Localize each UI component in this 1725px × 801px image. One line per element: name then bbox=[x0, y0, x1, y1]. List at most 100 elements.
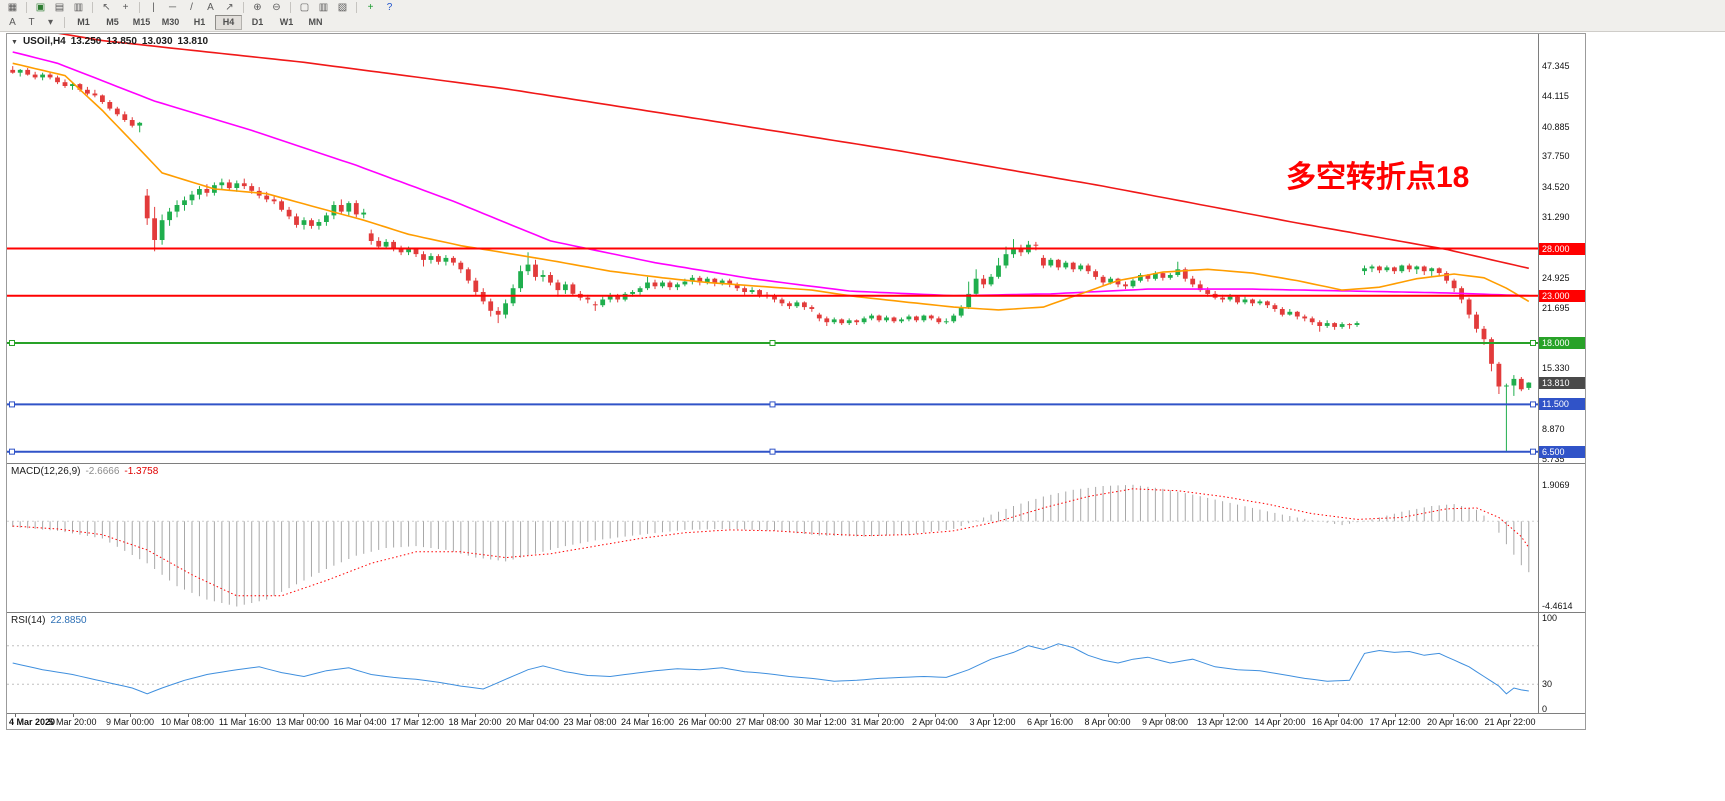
time-label: 6 Apr 16:00 bbox=[1026, 717, 1074, 727]
toolbar: ▦ ▣ ▤ ▥ ↖ + | ─ / A ↗ ⊕ ⊖ ▢ ▥ ▧ +? A T ▾ M1 M5 M15 M30 H1 H4 D1 W1… bbox=[0, 0, 1725, 32]
time-tick-mark bbox=[417, 714, 419, 717]
ma-fast-orange-line bbox=[12, 62, 1530, 311]
macd-scale[interactable]: 1.9069 -4.4614 bbox=[1538, 464, 1585, 612]
line-handle[interactable] bbox=[769, 401, 776, 408]
line-handle[interactable] bbox=[1530, 401, 1536, 408]
line-handle[interactable] bbox=[769, 448, 776, 455]
time-label: 27 Mar 08:00 bbox=[735, 717, 790, 727]
time-label: 16 Mar 04:00 bbox=[333, 717, 387, 727]
macd-panel[interactable]: MACD(12,26,9) -2.6666 -1.3758 1.9069 -4.461… bbox=[7, 464, 1585, 613]
timeframe-h4-button[interactable]: H4 bbox=[215, 15, 242, 30]
main-chart-canvas[interactable] bbox=[7, 34, 1538, 463]
time-tick-mark bbox=[1452, 714, 1454, 717]
rsi-canvas[interactable] bbox=[7, 613, 1538, 713]
price-scale[interactable]: 47.345 44.115 40.885 37.750 34.520 31.290 24.9… bbox=[1538, 34, 1585, 463]
price-line-badge: 11.500 bbox=[1539, 398, 1585, 410]
macd-signal-value: -1.3758 bbox=[124, 466, 159, 477]
menu-grid-icon[interactable]: ▦ bbox=[7, 2, 18, 13]
time-label: 13 Apr 12:00 bbox=[1196, 717, 1249, 727]
support-line-18[interactable] bbox=[7, 339, 1538, 346]
cursor-icon[interactable]: ↖ bbox=[102, 2, 111, 13]
support-line-6-5[interactable] bbox=[7, 448, 1538, 455]
zoom-in-icon[interactable]: ⊕ bbox=[253, 2, 262, 13]
timeframe-m5-button[interactable]: M5 bbox=[106, 17, 119, 27]
open-value: 13.250 bbox=[70, 36, 102, 47]
support-line-11-5[interactable] bbox=[7, 401, 1538, 408]
timeframe-m1-button[interactable]: M1 bbox=[77, 17, 90, 27]
timeframe-h1-button[interactable]: H1 bbox=[193, 17, 206, 27]
time-label: 11 Mar 16:00 bbox=[218, 717, 272, 727]
time-label: 2 Apr 04:00 bbox=[911, 717, 959, 727]
time-tick-mark bbox=[532, 714, 534, 717]
line-handle[interactable] bbox=[1530, 339, 1536, 346]
rsi-scale-tick: 100 bbox=[1542, 613, 1558, 623]
zoom-out-icon[interactable]: ⊖ bbox=[272, 2, 281, 13]
time-tick-mark bbox=[705, 714, 706, 717]
new-order-icon[interactable]: ▣ bbox=[35, 2, 46, 13]
price-tick: 37.750 bbox=[1542, 151, 1570, 162]
arrow-object-icon[interactable]: ↗ bbox=[225, 2, 234, 13]
time-label: 9 Apr 08:00 bbox=[1141, 717, 1189, 727]
toolbar-separator bbox=[243, 2, 244, 13]
time-label: 18 Mar 20:00 bbox=[448, 717, 502, 727]
macd-scale-tick: -4.4614 bbox=[1542, 601, 1573, 612]
main-chart-panel[interactable]: ▼ USOil,H4 13.250 13.850 13.030 13.810 多空转折点1… bbox=[7, 34, 1585, 464]
price-tick: 40.885 bbox=[1542, 121, 1570, 132]
rsi-value: 22.8850 bbox=[50, 615, 87, 626]
line-handle[interactable] bbox=[769, 339, 776, 346]
time-label: 31 Mar 20:00 bbox=[850, 717, 905, 727]
time-label: 8 Apr 00:00 bbox=[1084, 717, 1131, 727]
text-label-icon[interactable]: A bbox=[207, 2, 214, 13]
quick-trade-arrow-icon[interactable]: ▼ bbox=[11, 39, 18, 46]
profiles-icon[interactable]: ▥ bbox=[73, 2, 84, 13]
timeframe-d1-button[interactable]: D1 bbox=[251, 17, 264, 27]
chart-window-icon[interactable]: ▤ bbox=[54, 2, 65, 13]
ma-medium-magenta-line bbox=[12, 51, 1529, 297]
typography-tool-icon[interactable]: T bbox=[28, 17, 35, 28]
timeframe-m15-button[interactable]: M15 bbox=[132, 17, 151, 27]
rsi-scale-tick: 30 bbox=[1542, 679, 1553, 690]
time-tick-mark bbox=[15, 714, 16, 717]
help-icon[interactable]: ? bbox=[386, 2, 393, 13]
toolbar-separator bbox=[26, 2, 27, 13]
time-label: 16 Apr 04:00 bbox=[1311, 717, 1364, 727]
line-handle[interactable] bbox=[9, 339, 15, 346]
trendline-icon[interactable]: / bbox=[190, 2, 193, 13]
time-label: 24 Mar 16:00 bbox=[620, 717, 675, 727]
macd-canvas[interactable] bbox=[7, 464, 1538, 612]
timeframe-m30-button[interactable]: M30 bbox=[161, 17, 180, 27]
line-handle[interactable] bbox=[9, 401, 15, 408]
time-tick-mark bbox=[820, 714, 821, 717]
time-tick-mark bbox=[762, 714, 764, 717]
time-tick-mark bbox=[1222, 714, 1224, 717]
macd-title-line: MACD(12,26,9) -2.6666 -1.3758 bbox=[11, 466, 158, 477]
tools-dropdown-icon[interactable]: ▾ bbox=[47, 17, 54, 28]
horizontal-line-icon[interactable]: ─ bbox=[168, 2, 177, 13]
tile-windows-icon[interactable]: ▢ bbox=[299, 2, 310, 13]
macd-title: MACD(12,26,9) bbox=[11, 466, 81, 477]
rsi-scale[interactable]: 100 30 0 bbox=[1538, 613, 1585, 713]
chart-annotation-text[interactable]: 多空转折点18 bbox=[1286, 161, 1470, 194]
rsi-title-line: RSI(14) 22.8850 bbox=[11, 615, 87, 626]
macd-histogram bbox=[12, 484, 1530, 607]
timeframe-w1-button[interactable]: W1 bbox=[279, 17, 294, 27]
time-axis[interactable]: 4 Mar 2020 5 Mar 20:00 9 Mar 00:00 10 Mar 0… bbox=[7, 714, 1585, 729]
symbol-name: USOil,H4 bbox=[22, 36, 66, 47]
chart-window: ▼ USOil,H4 13.250 13.850 13.030 13.810 多空转折点1… bbox=[6, 33, 1586, 730]
rsi-scale-tick: 0 bbox=[1542, 704, 1548, 714]
time-tick-mark bbox=[590, 714, 591, 717]
time-tick-mark bbox=[302, 714, 304, 717]
time-label: 14 Apr 20:00 bbox=[1254, 717, 1306, 727]
time-tick-mark bbox=[647, 714, 649, 717]
rsi-panel[interactable]: RSI(14) 22.8850 100 30 0 bbox=[7, 613, 1585, 714]
line-handle[interactable] bbox=[1530, 448, 1536, 455]
tile-vertical-icon[interactable]: ▥ bbox=[318, 2, 329, 13]
timeframe-mn-button[interactable]: MN bbox=[308, 17, 323, 27]
text-tool-icon[interactable]: A bbox=[9, 17, 16, 28]
add-indicator-icon[interactable]: + bbox=[367, 2, 374, 13]
vertical-line-icon[interactable]: | bbox=[152, 2, 155, 13]
crosshair-icon[interactable]: + bbox=[122, 2, 129, 13]
toolbar-separator bbox=[64, 17, 65, 28]
cascade-windows-icon[interactable]: ▧ bbox=[337, 2, 348, 13]
line-handle[interactable] bbox=[9, 448, 15, 455]
